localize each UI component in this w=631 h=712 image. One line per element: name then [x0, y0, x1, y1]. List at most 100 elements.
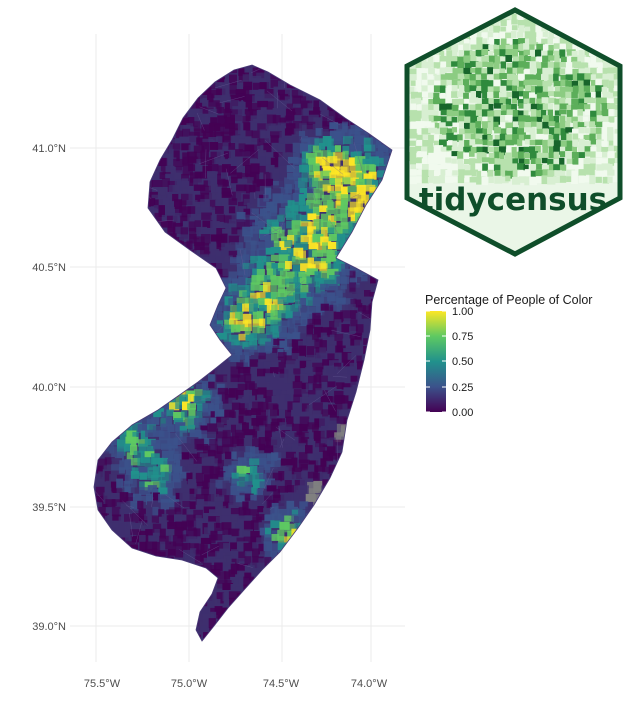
logo-tile [433, 157, 443, 164]
census-tract [103, 192, 115, 201]
census-tract [133, 450, 143, 463]
census-tract [356, 345, 365, 355]
census-tract [159, 313, 168, 326]
census-tract [216, 339, 223, 349]
logo-tile [572, 158, 579, 167]
census-tract [209, 359, 219, 366]
census-tract [195, 515, 202, 525]
logo-tile [553, 43, 560, 49]
census-tract [305, 129, 313, 136]
census-tract [383, 415, 392, 427]
census-tract [188, 612, 200, 620]
census-tract [333, 516, 341, 526]
logo-tile [572, 109, 582, 118]
census-tract [231, 291, 239, 302]
census-tract [238, 415, 247, 425]
census-tract [210, 647, 218, 658]
logo-tile [422, 134, 432, 140]
census-tract [347, 250, 358, 257]
census-tract [315, 128, 323, 136]
census-tract [377, 634, 389, 641]
logo-tile [524, 19, 531, 28]
census-tract [94, 178, 102, 186]
tract-boundary [269, 506, 274, 511]
census-tract [161, 65, 170, 69]
logo-tile [481, 104, 491, 113]
census-tract [354, 591, 364, 598]
census-tract [235, 523, 247, 530]
census-tract [389, 530, 392, 540]
census-tract [203, 527, 215, 539]
census-tract [270, 467, 281, 478]
census-tract [158, 250, 170, 262]
census-tract [194, 634, 201, 641]
logo-tile [536, 68, 544, 74]
logo-tile [493, 139, 502, 147]
census-tract [251, 520, 259, 530]
tract-boundary [302, 598, 312, 600]
census-tract [250, 447, 259, 456]
census-tract [216, 150, 228, 157]
census-tract [243, 81, 253, 91]
census-tract [103, 317, 114, 325]
census-tract [137, 500, 144, 510]
census-tract [377, 282, 384, 291]
logo-tile [595, 62, 603, 70]
census-tract [243, 366, 251, 376]
census-tract [97, 627, 106, 636]
census-tract [335, 584, 345, 593]
logo-tile [530, 56, 536, 65]
census-tract [284, 515, 294, 522]
tract-boundary [185, 74, 189, 104]
logo-tile [530, 74, 537, 82]
census-tract [249, 395, 256, 404]
census-tract [278, 570, 289, 583]
census-tract [322, 317, 333, 326]
census-tract [347, 425, 359, 437]
census-tract [158, 205, 165, 217]
census-tract [181, 410, 188, 419]
census-tract [257, 362, 266, 372]
logo-tile [422, 20, 429, 28]
census-tract [111, 527, 119, 537]
logo-tile [506, 62, 515, 70]
census-tract [244, 642, 252, 654]
census-tract [201, 579, 213, 590]
logo-tile [511, 31, 517, 38]
census-tract [132, 332, 143, 344]
census-tract [396, 95, 404, 105]
census-tract [167, 572, 177, 584]
census-tract [313, 374, 322, 383]
census-tract [393, 101, 405, 110]
census-tract [320, 458, 328, 467]
logo-tile [499, 73, 508, 79]
logo-tile [500, 115, 509, 123]
census-tract [252, 548, 259, 558]
census-tract [186, 536, 196, 545]
census-tract [102, 577, 111, 590]
logo-tile [451, 151, 459, 157]
census-tract [384, 121, 392, 129]
census-tract [396, 355, 405, 367]
logo-tile [409, 133, 418, 139]
census-tract [223, 562, 236, 574]
census-tract [298, 271, 311, 283]
census-tract [228, 298, 235, 305]
tract-boundary [390, 410, 392, 415]
logo-tile [583, 140, 593, 150]
census-tract [167, 424, 175, 432]
census-tract [133, 117, 140, 125]
census-tract [194, 333, 206, 340]
census-tract [354, 408, 363, 417]
census-tract [216, 107, 225, 114]
census-tract [307, 438, 314, 447]
census-tract [298, 305, 309, 317]
census-tract [251, 130, 261, 142]
census-tract [215, 299, 227, 312]
logo-tile [541, 26, 548, 34]
census-tract [396, 494, 405, 501]
logo-tile [470, 164, 478, 172]
tract-boundary [129, 512, 133, 537]
census-tract [312, 604, 321, 613]
census-tract [244, 565, 255, 576]
